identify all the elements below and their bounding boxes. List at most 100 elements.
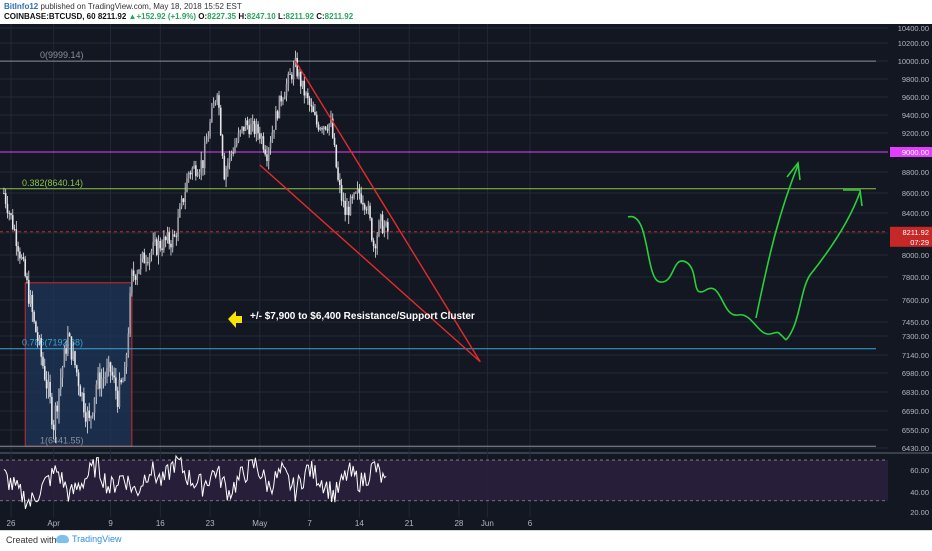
candle-body — [163, 236, 165, 251]
candle-body — [358, 189, 361, 194]
symbol-label[interactable]: COINBASE:BTCUSD, 60 — [4, 12, 96, 21]
candle-body — [52, 424, 55, 431]
price-tick-13: 7800.00 — [902, 273, 929, 282]
candle-body — [102, 377, 105, 379]
low-label: L: — [277, 12, 286, 21]
fib-levels: 0(9999.14) 0.382(8640.14) 0.786(7192.88) 1(… — [0, 50, 888, 447]
candle-body — [235, 141, 238, 146]
candle-body — [287, 73, 290, 85]
candle-body — [171, 234, 174, 248]
candle-body — [3, 193, 5, 194]
candle-body — [100, 378, 103, 389]
time-tick-10: Jun — [481, 519, 494, 528]
candle-body — [125, 354, 128, 368]
candle-body — [246, 120, 249, 126]
author-link[interactable]: BitInfo12 — [4, 2, 39, 11]
candle-body — [239, 130, 242, 133]
candle-body — [212, 103, 215, 108]
price-tick-12: 8000.00 — [902, 251, 929, 260]
change-value: ▲+152.92 (+1.9%) — [128, 12, 197, 21]
candle-body — [255, 124, 258, 135]
candle-body — [29, 294, 32, 304]
candle-body — [43, 366, 46, 380]
candle-body — [83, 393, 85, 413]
candle-body — [40, 338, 43, 357]
candle-body — [38, 338, 41, 341]
candle-body — [283, 95, 286, 100]
brand-label: TradingView — [72, 534, 122, 544]
fib-label-0: 0(9999.14) — [40, 50, 84, 60]
candle-body — [51, 396, 53, 425]
candle-body — [120, 379, 123, 383]
candle-body — [111, 371, 114, 376]
trendlines[interactable] — [259, 60, 481, 363]
tradingview-logo[interactable]: TradingView — [56, 534, 122, 544]
candle-body — [232, 152, 234, 154]
candle-body — [298, 71, 300, 77]
candle-body — [75, 365, 78, 373]
candle-body — [251, 120, 254, 125]
price-tick-1: 10200.00 — [898, 39, 929, 48]
candle-body — [35, 321, 37, 333]
candle-body — [307, 92, 309, 99]
candle-body — [198, 171, 201, 175]
time-tick-9: 28 — [454, 519, 463, 528]
price-chart[interactable]: 0(9999.14) 0.382(8640.14) 0.786(7192.88) 1(… — [0, 0, 932, 530]
candle-body — [214, 101, 217, 104]
chart-header: BitInfo12 published on TradingView.com, … — [0, 0, 932, 24]
candle-body — [227, 162, 229, 169]
main-pane-bg — [0, 24, 888, 452]
price-tick-21: 6550.00 — [902, 426, 929, 435]
candle-body — [20, 257, 23, 259]
time-axis[interactable]: 26 Apr 9 16 23 May 7 14 21 28 Jun 6 — [7, 519, 533, 528]
price-axis[interactable]: 10400.00 10200.00 10000.00 9800.00 9600.00 94… — [890, 24, 932, 517]
rsi-tick-1: 40.00 — [910, 488, 929, 497]
candle-body — [202, 160, 204, 168]
candle-body — [129, 292, 131, 334]
rsi-band-fill — [0, 460, 888, 501]
price-tick-22: 6430.00 — [902, 444, 929, 453]
magenta-price-tag-text: 9000.00 — [902, 148, 929, 157]
candle-body — [205, 141, 208, 144]
candle-body — [116, 390, 119, 408]
candle-body — [330, 118, 332, 124]
candle-body — [369, 205, 371, 219]
candle-body — [6, 203, 9, 214]
price-axis-bg — [888, 24, 932, 517]
candle-body — [339, 179, 341, 185]
time-tick-4: 23 — [206, 519, 215, 528]
candle-body — [253, 120, 256, 135]
candle-body — [58, 389, 60, 412]
candle-body — [262, 136, 265, 150]
candle-body — [122, 380, 124, 383]
candle-body — [189, 172, 192, 175]
candle-body — [150, 251, 153, 256]
candle-body — [19, 251, 21, 259]
fib-label-3: 1(6441.55) — [40, 435, 84, 445]
candle-body — [88, 410, 91, 418]
candle-body — [230, 152, 233, 154]
candle-body — [164, 236, 167, 241]
low-value: 8211.92 — [285, 12, 314, 21]
candle-body — [317, 124, 320, 130]
candle-body — [273, 129, 275, 133]
candle-body — [333, 137, 336, 145]
candle-body — [362, 202, 364, 205]
time-tick-7: 14 — [355, 519, 364, 528]
magenta-price-tag — [890, 147, 932, 157]
candle-body — [378, 221, 380, 236]
candle-body — [296, 57, 298, 77]
candle-body — [77, 372, 80, 387]
candle-body — [243, 126, 245, 131]
candle-body — [259, 133, 261, 139]
candle-body — [113, 375, 115, 378]
time-tick-5: May — [252, 519, 267, 528]
candle-body — [99, 372, 101, 389]
candle-body — [371, 218, 373, 241]
candle-body — [79, 386, 82, 397]
candle-body — [280, 95, 282, 102]
candle-body — [24, 259, 27, 277]
candle-body — [353, 192, 355, 198]
candle-body — [266, 154, 268, 161]
price-tick-4: 9600.00 — [902, 93, 929, 102]
